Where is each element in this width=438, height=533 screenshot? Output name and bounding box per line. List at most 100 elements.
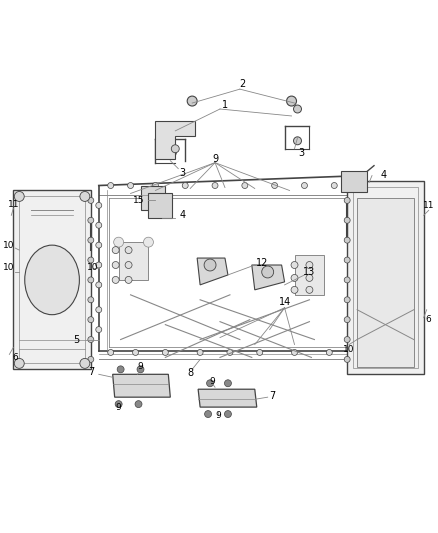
- Polygon shape: [294, 255, 324, 295]
- Text: 9: 9: [212, 154, 218, 164]
- Circle shape: [326, 350, 332, 356]
- Circle shape: [359, 222, 365, 228]
- Text: 12: 12: [255, 258, 268, 268]
- Text: 7: 7: [88, 367, 94, 377]
- Circle shape: [344, 336, 350, 343]
- Circle shape: [306, 262, 313, 269]
- Circle shape: [14, 358, 24, 368]
- Circle shape: [125, 277, 132, 284]
- Circle shape: [88, 257, 94, 263]
- Circle shape: [96, 307, 102, 313]
- Text: 15: 15: [133, 196, 144, 205]
- Text: 6: 6: [12, 353, 18, 362]
- Circle shape: [127, 182, 134, 189]
- Circle shape: [152, 182, 159, 189]
- Circle shape: [88, 237, 94, 243]
- Text: 3: 3: [179, 167, 185, 177]
- Circle shape: [96, 222, 102, 228]
- Circle shape: [224, 410, 231, 417]
- Circle shape: [306, 286, 313, 293]
- Circle shape: [112, 262, 119, 269]
- Polygon shape: [341, 171, 367, 192]
- Circle shape: [344, 357, 350, 362]
- Circle shape: [293, 105, 301, 113]
- Circle shape: [224, 380, 231, 387]
- Circle shape: [96, 242, 102, 248]
- Circle shape: [306, 274, 313, 281]
- Circle shape: [182, 182, 188, 189]
- Circle shape: [96, 282, 102, 288]
- Circle shape: [344, 317, 350, 322]
- Circle shape: [344, 197, 350, 204]
- Circle shape: [88, 317, 94, 322]
- Polygon shape: [119, 242, 148, 280]
- Text: 14: 14: [279, 297, 291, 307]
- Text: 3: 3: [298, 148, 304, 158]
- Circle shape: [80, 358, 90, 368]
- Circle shape: [117, 366, 124, 373]
- Circle shape: [207, 380, 214, 387]
- Circle shape: [125, 247, 132, 254]
- Circle shape: [359, 307, 365, 313]
- Polygon shape: [155, 121, 195, 159]
- Text: 8: 8: [187, 368, 193, 378]
- Circle shape: [187, 96, 197, 106]
- Text: 10: 10: [343, 345, 355, 354]
- Circle shape: [133, 350, 138, 356]
- Circle shape: [197, 350, 203, 356]
- Circle shape: [286, 96, 297, 106]
- Circle shape: [293, 137, 301, 145]
- Circle shape: [242, 182, 248, 189]
- Circle shape: [359, 242, 365, 248]
- Circle shape: [14, 191, 24, 201]
- Text: 1: 1: [222, 100, 228, 110]
- Polygon shape: [347, 181, 424, 374]
- Polygon shape: [357, 198, 414, 367]
- Circle shape: [272, 182, 278, 189]
- Text: 11: 11: [7, 200, 19, 209]
- Circle shape: [96, 203, 102, 208]
- Circle shape: [344, 297, 350, 303]
- Circle shape: [88, 277, 94, 283]
- Circle shape: [137, 366, 144, 373]
- Polygon shape: [13, 190, 91, 369]
- Text: 5: 5: [73, 335, 79, 344]
- Circle shape: [171, 145, 179, 153]
- Circle shape: [291, 274, 298, 281]
- Text: 2: 2: [240, 79, 246, 89]
- Circle shape: [348, 182, 354, 189]
- Circle shape: [205, 410, 212, 417]
- Text: 11: 11: [423, 201, 434, 210]
- Circle shape: [348, 350, 354, 356]
- Circle shape: [108, 350, 114, 356]
- Circle shape: [359, 282, 365, 288]
- Text: 4: 4: [179, 211, 185, 220]
- Circle shape: [292, 350, 297, 356]
- Circle shape: [344, 217, 350, 223]
- Circle shape: [144, 237, 153, 247]
- Circle shape: [257, 350, 263, 356]
- Text: 7: 7: [269, 391, 276, 401]
- Polygon shape: [197, 258, 228, 285]
- Polygon shape: [148, 193, 172, 219]
- Circle shape: [301, 182, 307, 189]
- Circle shape: [88, 297, 94, 303]
- Circle shape: [359, 327, 365, 333]
- Circle shape: [108, 182, 114, 189]
- Polygon shape: [141, 185, 165, 211]
- Text: 10: 10: [87, 263, 99, 272]
- Circle shape: [162, 350, 168, 356]
- Circle shape: [291, 262, 298, 269]
- Polygon shape: [113, 374, 170, 397]
- Circle shape: [96, 327, 102, 333]
- Circle shape: [115, 401, 122, 408]
- Circle shape: [112, 247, 119, 254]
- Circle shape: [125, 262, 132, 269]
- Circle shape: [88, 217, 94, 223]
- Circle shape: [88, 336, 94, 343]
- Circle shape: [204, 259, 216, 271]
- Text: 10: 10: [3, 240, 14, 249]
- Circle shape: [344, 237, 350, 243]
- Text: 9: 9: [209, 377, 215, 386]
- Text: 10: 10: [3, 263, 14, 272]
